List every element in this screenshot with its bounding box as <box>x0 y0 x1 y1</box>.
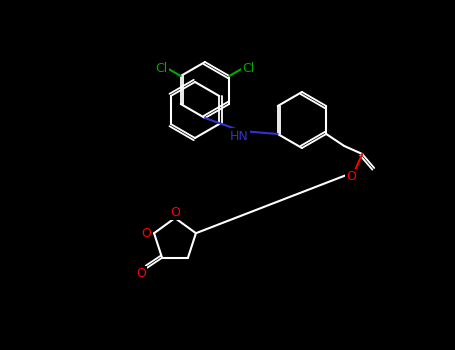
Text: O: O <box>141 227 151 240</box>
Text: O: O <box>136 267 146 280</box>
Text: Cl: Cl <box>242 62 254 75</box>
Text: O: O <box>170 205 180 218</box>
Text: Cl: Cl <box>156 62 168 75</box>
Text: HN: HN <box>230 130 249 142</box>
Text: O: O <box>346 170 356 183</box>
